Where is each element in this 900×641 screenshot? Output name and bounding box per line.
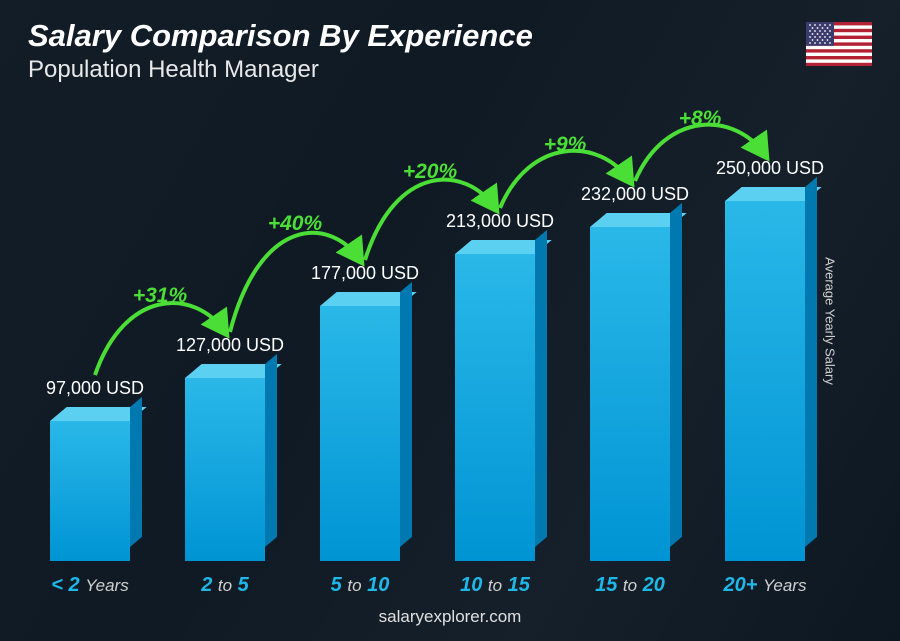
bar-category-label: 5 to 10 <box>295 574 425 597</box>
growth-pct-label: +31% <box>133 284 188 307</box>
chart-header: Salary Comparison By Experience Populati… <box>28 18 533 84</box>
salary-bar-chart: 97,000 USD< 2 Years127,000 USD2 to 5177,… <box>40 91 850 561</box>
bar-category-label: 20+ Years <box>700 574 830 597</box>
bar-category-label: 15 to 20 <box>565 574 695 597</box>
growth-pct-label: +8% <box>679 107 722 130</box>
country-flag-icon <box>806 22 872 66</box>
growth-arc <box>635 125 765 181</box>
bar-category-label: 2 to 5 <box>160 574 290 597</box>
bar-category-label: 10 to 15 <box>430 574 560 597</box>
growth-arc <box>365 180 495 260</box>
growth-arc <box>230 233 360 332</box>
growth-arc <box>500 151 630 208</box>
y-axis-label: Average Yearly Salary <box>823 257 838 385</box>
growth-pct-label: +40% <box>268 212 323 235</box>
growth-pct-label: +9% <box>544 133 587 156</box>
growth-arcs: +31% +40% +20% +9% +8% <box>40 91 850 561</box>
growth-pct-label: +20% <box>403 160 458 183</box>
chart-subtitle: Population Health Manager <box>28 56 533 84</box>
chart-title: Salary Comparison By Experience <box>28 18 533 54</box>
growth-arc <box>95 303 225 375</box>
source-attribution: salaryexplorer.com <box>0 607 900 627</box>
bar-category-label: < 2 Years <box>25 574 155 597</box>
